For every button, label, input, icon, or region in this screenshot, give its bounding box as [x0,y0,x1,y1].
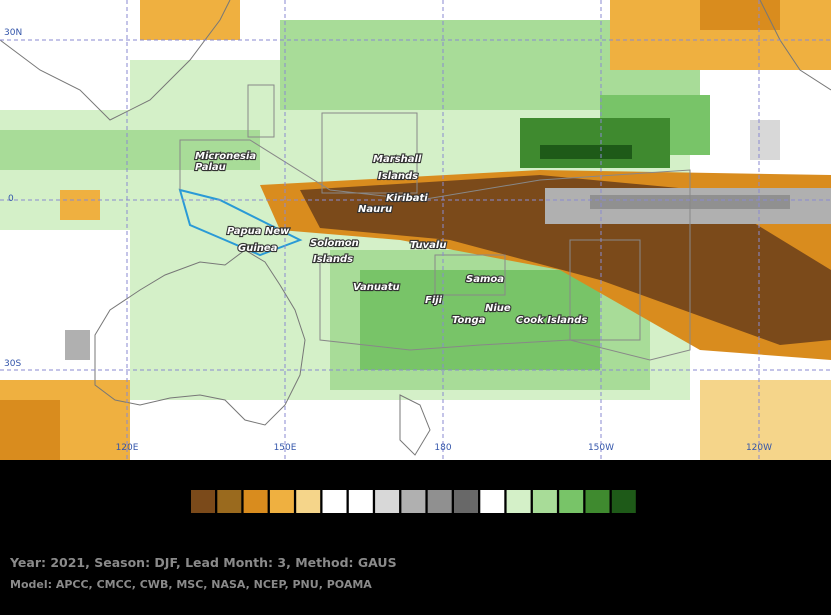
legend-swatch [322,490,347,513]
place-label: Micronesia [195,151,256,162]
legend-swatch [532,490,557,513]
footer-line-2: Model: APCC, CMCC, CWB, MSC, NASA, NCEP,… [10,578,372,591]
place-label: Cook Islands [516,315,587,326]
place-label: Niue [485,303,511,314]
shade-cell [360,270,600,370]
legend-swatch [480,490,505,513]
place-label: Guinea [238,243,278,254]
eez-boxes [179,84,691,361]
place-label: Palau [195,162,226,173]
shade-cell [60,190,100,220]
lat-label: 30N [4,28,22,38]
place-label: Tonga [452,315,486,326]
legend-swatch [375,490,400,513]
america-coast [759,0,831,91]
place-label: Papua New [227,226,290,237]
legend-swatch [559,490,584,513]
lon-label: 120E [116,443,139,453]
lon-label: 150W [588,443,614,453]
shade-cell [140,0,240,40]
legend-swatch [585,490,610,513]
lon-label: 180 [434,443,451,453]
place-label: Islands [378,171,418,182]
lon-label: 150E [274,443,297,453]
place-label: Samoa [466,274,504,285]
legend-swatch [217,490,242,513]
legend-swatch [269,490,294,513]
place-label: Solomon [310,238,359,249]
shade-cell [700,0,780,30]
legend-swatch [296,490,321,513]
new-zealand-coast [399,394,431,456]
legend-swatch [454,490,478,513]
footer-line-1: Year: 2021, Season: DJF, Lead Month: 3, … [9,555,397,570]
place-label: Kiribati [386,193,428,204]
legend-swatch [427,490,452,513]
asia-coast [0,0,231,121]
legend [191,490,636,513]
legend-swatch [611,490,636,513]
place-label: Islands [313,254,353,265]
legend-swatch [506,490,531,513]
lat-label: 30S [4,359,21,369]
graticule [0,0,831,460]
legend-swatch [348,490,373,513]
place-label: Marshall [373,154,422,165]
place-label: Vanuatu [353,282,400,293]
shade-cell [750,120,780,160]
shade-cell [0,400,60,460]
shade-cell [520,118,670,168]
map-overlay [0,0,831,460]
map-labels: 30N 0 30S 120E 150E 180 150W 120W MicronesiaPala… [4,28,772,453]
place-label: Fiji [425,295,443,306]
australia-coast [94,249,306,426]
legend-swatch [243,490,268,513]
shade-cell [65,330,90,360]
place-label: Nauru [358,204,392,215]
place-label: Tuvalu [410,240,446,251]
lat-label: 0 [8,194,14,204]
lon-label: 120W [746,443,772,453]
shade-cell [540,145,632,159]
legend-swatch [401,490,426,513]
shade-cell [700,380,831,460]
new-guinea-coast [178,188,303,257]
legend-swatch [191,490,215,513]
shade-cell [0,130,260,170]
map [0,0,831,460]
